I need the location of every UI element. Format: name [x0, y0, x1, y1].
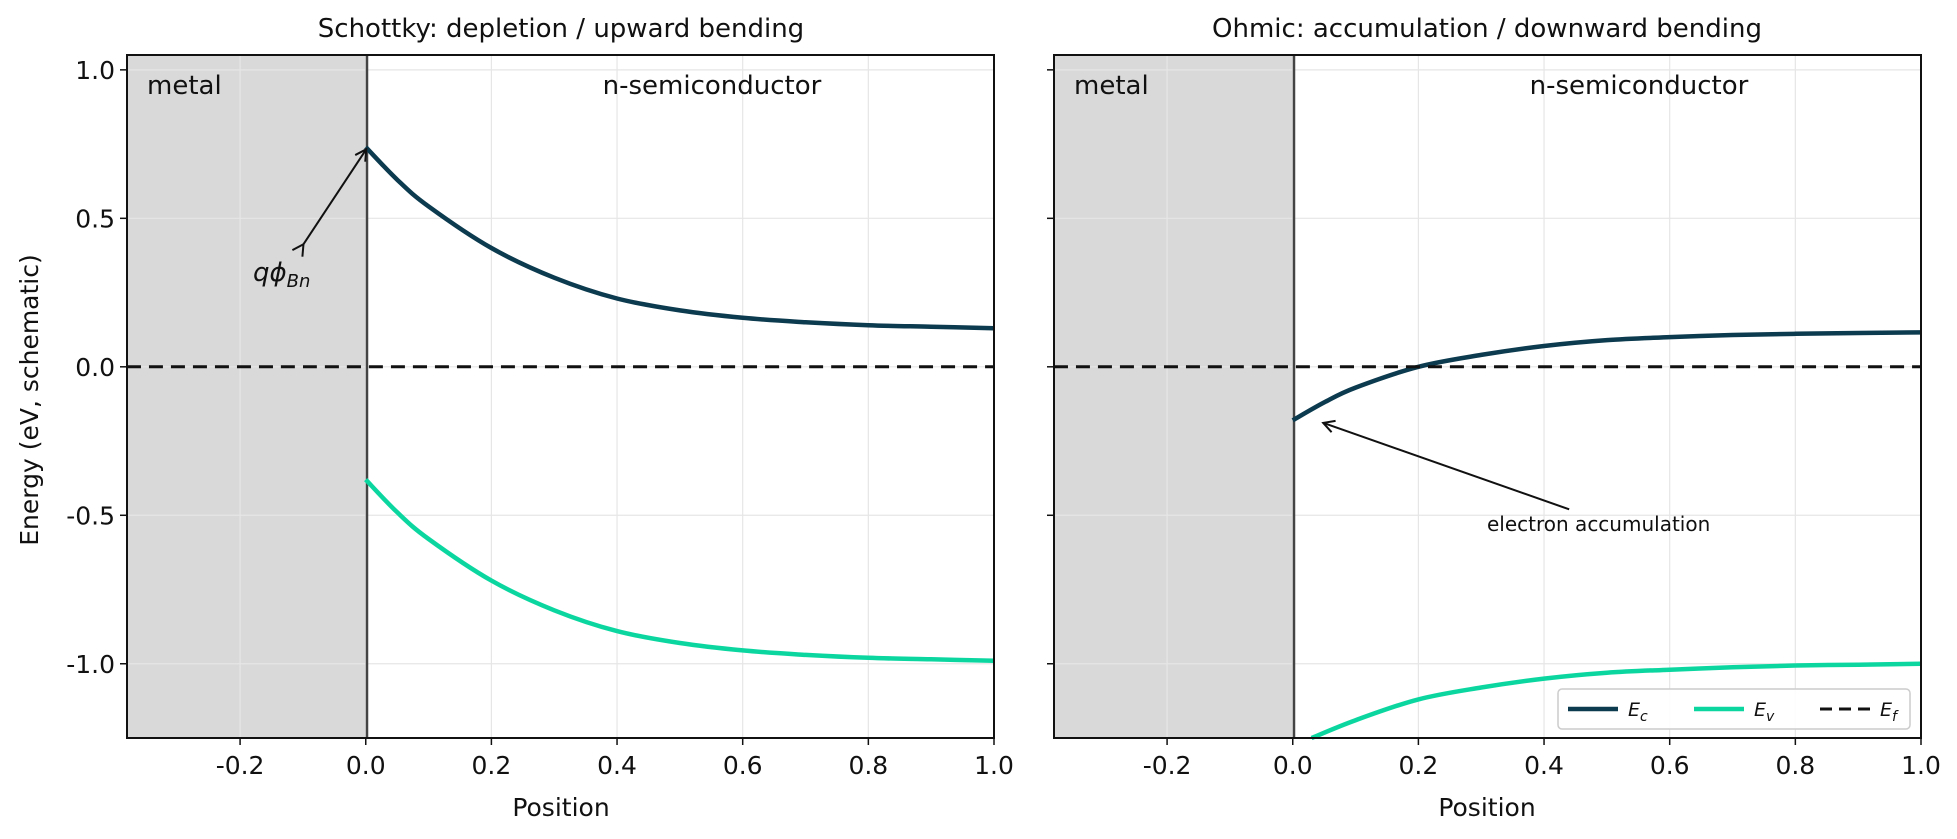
x-tick-label: 1.0: [1901, 751, 1941, 780]
legend-label-subscript: v: [1766, 709, 1775, 725]
series-line-ev: [364, 478, 995, 664]
x-tick-label: 0.0: [346, 751, 386, 780]
y-tick-label: 0.5: [75, 204, 115, 233]
x-tick-label: 0.6: [1650, 751, 1690, 780]
accumulation-label: electron accumulation: [1487, 512, 1710, 536]
tick-labels: -0.2 0.0 0.2 0.4 0.6 0.8 1.0 1.0 0.5 0.0 -0.5 -1.0: [66, 56, 1014, 780]
plot-frame: [1053, 54, 1922, 739]
x-tick-label: 0.6: [723, 751, 763, 780]
metal-label: metal: [1074, 71, 1149, 101]
x-tick-label: 0.0: [1273, 751, 1313, 780]
series-group: [1054, 330, 1922, 741]
x-tick-label: 0.4: [597, 751, 637, 780]
metal-region: [127, 55, 367, 738]
series-line-ec: [364, 145, 995, 331]
x-tick-label: 0.8: [1775, 751, 1815, 780]
plot-area: [1054, 55, 1922, 741]
legend-label-subscript: f: [1892, 709, 1899, 725]
panel-schottky: Schottky: depletion / upward bending met…: [15, 14, 1014, 822]
legend-label-subscript: c: [1640, 709, 1648, 725]
legend: Ec Ev Ef: [1557, 688, 1911, 730]
x-tick-label: 0.8: [848, 751, 888, 780]
x-tick-label: 0.2: [472, 751, 512, 780]
annotation-arrow: [303, 150, 366, 245]
tick-labels: -0.2 0.0 0.2 0.4 0.6 0.8 1.0: [1047, 69, 1941, 780]
semiconductor-label: n-semiconductor: [603, 71, 822, 101]
x-axis-label: Position: [1438, 793, 1535, 822]
annotation-accumulation: electron accumulation: [1324, 423, 1710, 536]
legend-entries: Ec Ev Ef: [1568, 699, 1899, 725]
y-tick-label: 1.0: [75, 56, 115, 85]
series-line-ec: [1291, 330, 1922, 423]
y-tick-label: 0.0: [75, 353, 115, 382]
barrier-height-label: qϕBn: [253, 258, 310, 292]
plot-area: [127, 55, 995, 738]
y-tick-label: -1.0: [66, 650, 115, 679]
y-tick-label: -0.5: [66, 501, 115, 530]
plot-frame: [126, 54, 995, 739]
annotation-arrow: [1324, 423, 1570, 511]
metal-label: metal: [147, 71, 222, 101]
series-group: [127, 145, 995, 664]
metal-region: [1054, 55, 1294, 738]
annotation-barrier: qϕBn: [253, 150, 366, 292]
chart-title: Schottky: depletion / upward bending: [318, 14, 804, 44]
x-tick-label: 0.2: [1399, 751, 1439, 780]
barrier-subscript: Bn: [287, 271, 311, 292]
semiconductor-label: n-semiconductor: [1530, 71, 1749, 101]
chart-title: Ohmic: accumulation / downward bending: [1212, 14, 1762, 44]
x-tick-label: -0.2: [1143, 751, 1192, 780]
x-tick-label: -0.2: [216, 751, 265, 780]
x-tick-label: 1.0: [974, 751, 1014, 780]
panel-ohmic: Ohmic: accumulation / downward bending m…: [1047, 14, 1941, 822]
x-tick-label: 0.4: [1524, 751, 1564, 780]
x-axis-label: Position: [512, 793, 609, 822]
y-axis-label: Energy (eV, schematic): [15, 254, 44, 546]
barrier-symbol: qϕ: [253, 258, 287, 288]
series-line-ev: [1310, 661, 1922, 741]
